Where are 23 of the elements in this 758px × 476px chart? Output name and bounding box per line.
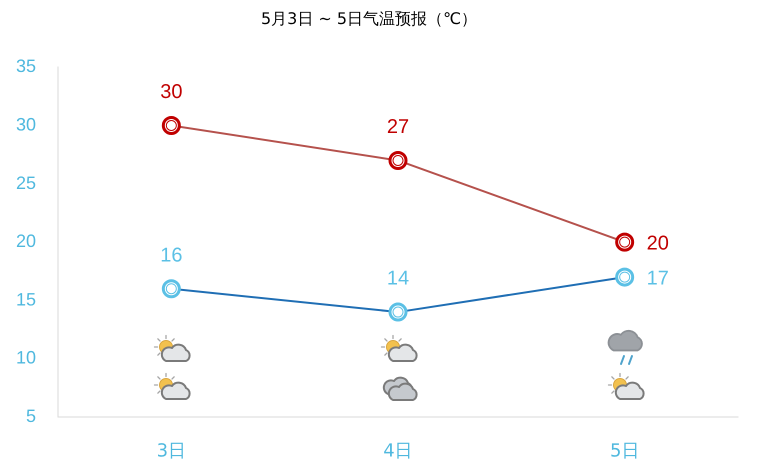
y-tick-label: 20 bbox=[16, 231, 36, 252]
x-tick-label: 5日 bbox=[610, 440, 640, 462]
point bbox=[388, 302, 408, 322]
chart-title: 5月3日 ~ 5日气温预报（℃） bbox=[260, 8, 478, 28]
point bbox=[615, 268, 634, 287]
data-label: 27 bbox=[386, 116, 410, 138]
point bbox=[162, 116, 181, 135]
point bbox=[162, 279, 181, 298]
y-tick-label: 5 bbox=[26, 406, 36, 426]
point bbox=[615, 232, 634, 252]
data-label: 16 bbox=[160, 244, 182, 266]
data-label: 17 bbox=[646, 268, 669, 290]
x-tick-label: 4日 bbox=[383, 440, 413, 462]
data-label: 30 bbox=[160, 81, 182, 104]
data-label: 14 bbox=[386, 268, 410, 290]
point bbox=[388, 150, 408, 170]
y-tick-label: 15 bbox=[16, 289, 36, 310]
y-tick-label: 25 bbox=[16, 172, 36, 193]
x-tick-label: 3日 bbox=[156, 440, 186, 462]
y-tick-label: 35 bbox=[16, 56, 36, 76]
y-tick-label: 10 bbox=[16, 348, 36, 368]
y-tick-label: 30 bbox=[16, 114, 36, 134]
data-label: 20 bbox=[646, 232, 669, 255]
